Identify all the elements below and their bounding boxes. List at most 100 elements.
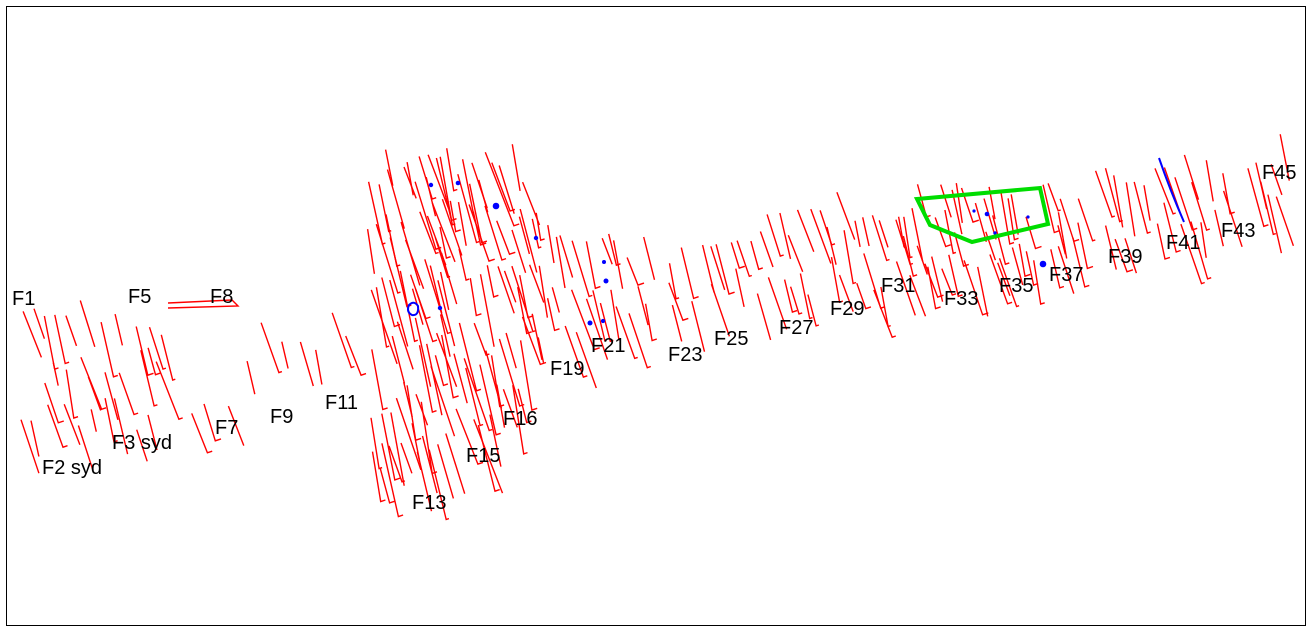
survey-line [136, 429, 148, 462]
survey-line [445, 433, 466, 494]
survey-line [610, 289, 620, 341]
survey-line [90, 409, 97, 432]
survey-line [469, 277, 482, 317]
survey-line [1077, 222, 1094, 270]
label-F21: F21 [591, 335, 625, 357]
survey-line [473, 322, 490, 356]
survey-line [479, 364, 501, 436]
survey-line [370, 417, 383, 470]
survey-line [862, 217, 870, 247]
survey-line [375, 223, 401, 294]
survey-line [895, 261, 916, 316]
survey-line [391, 335, 406, 384]
survey-tracks [20, 134, 1295, 521]
survey-line [759, 231, 774, 268]
survey-line [477, 424, 500, 493]
survey-line [710, 246, 726, 291]
survey-line [1133, 181, 1151, 235]
survey-line [807, 294, 820, 327]
survey-line [421, 435, 438, 494]
survey-line [1010, 194, 1019, 235]
survey-line [880, 286, 891, 328]
survey-line [260, 322, 283, 374]
survey-line [1163, 202, 1181, 253]
survey-line [963, 260, 989, 316]
label-F2: F2 syd [42, 457, 102, 479]
survey-line [528, 264, 545, 303]
survey-line [388, 445, 406, 483]
survey-line [1057, 212, 1068, 259]
survey-line [479, 274, 495, 347]
survey-line [830, 256, 844, 304]
survey-line [909, 275, 927, 317]
label-F7: F7 [215, 417, 238, 439]
survey-line [299, 341, 314, 387]
survey-line [1057, 246, 1075, 294]
survey-line [505, 332, 517, 369]
survey-line [437, 280, 456, 347]
label-F37: F37 [1049, 264, 1083, 286]
survey-line [1011, 247, 1024, 286]
survey-line [871, 215, 890, 262]
survey-line [1072, 237, 1090, 288]
survey-line [468, 183, 488, 244]
survey-line [371, 451, 386, 503]
survey-line [100, 321, 119, 378]
survey-line [1247, 168, 1269, 228]
survey-line [114, 313, 124, 346]
survey-line [366, 228, 376, 274]
survey-line [575, 331, 597, 389]
survey-line [497, 266, 515, 314]
survey-line [519, 274, 534, 319]
label-F5: F5 [128, 286, 151, 308]
survey-line [955, 182, 963, 224]
label-F29: F29 [830, 298, 864, 320]
survey-line [854, 220, 861, 248]
survey-line [668, 263, 680, 300]
survey-line [371, 349, 388, 411]
survey-line [478, 179, 489, 213]
blue-features [407, 157, 1185, 326]
survey-line [1033, 260, 1045, 306]
map-frame [6, 6, 1306, 626]
survey-line [789, 286, 803, 315]
feature-dot [972, 209, 976, 213]
survey-line [1190, 221, 1212, 280]
feature-dot [428, 182, 434, 188]
survey-line [441, 198, 463, 256]
survey-line [1183, 154, 1200, 200]
label-F31: F31 [881, 275, 915, 297]
survey-line [750, 240, 764, 271]
feature-dot [533, 235, 539, 241]
survey-line [465, 367, 484, 427]
survey-line [960, 187, 980, 223]
survey-line [484, 205, 507, 261]
survey-line [486, 265, 499, 298]
survey-line [691, 301, 706, 352]
survey-line [430, 366, 456, 437]
survey-line [767, 277, 788, 330]
survey-line [779, 212, 792, 260]
survey-line-horizontal [167, 299, 240, 309]
survey-line [1025, 216, 1042, 250]
survey-line [1156, 223, 1171, 260]
label-F16: F16 [503, 408, 537, 430]
survey-line [381, 413, 401, 481]
survey-line [571, 240, 593, 298]
survey-line [63, 403, 81, 446]
survey-line [22, 311, 43, 358]
survey-line [1222, 190, 1243, 248]
survey-line [104, 398, 118, 443]
feature-outline [407, 301, 420, 317]
survey-line [395, 397, 422, 471]
survey-line [416, 451, 433, 512]
survey-line [473, 419, 504, 494]
survey-line [585, 298, 609, 360]
survey-line [503, 270, 517, 303]
survey-line [873, 289, 897, 339]
survey-line [531, 313, 543, 360]
survey-line [916, 245, 928, 275]
label-F33: F33 [944, 288, 978, 310]
survey-line [457, 201, 467, 246]
survey-line [1180, 223, 1205, 285]
